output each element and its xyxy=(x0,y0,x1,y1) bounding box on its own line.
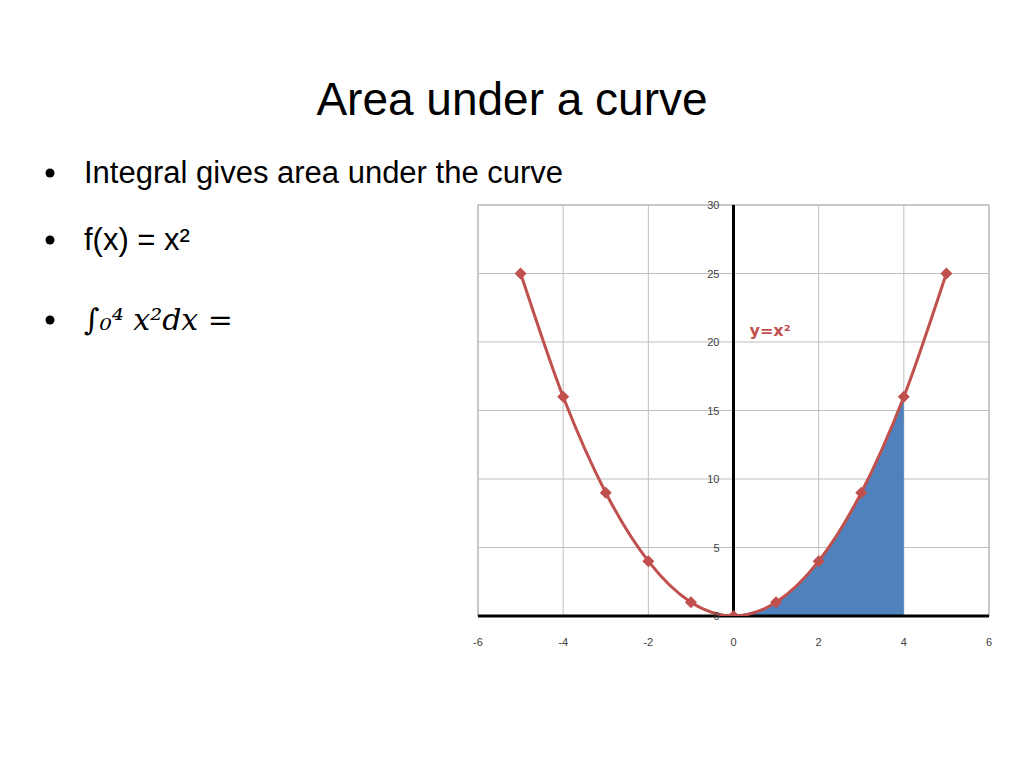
marker xyxy=(770,596,782,608)
plot-lines xyxy=(515,268,953,617)
x-tick-label: 2 xyxy=(816,636,822,648)
marker xyxy=(685,596,697,608)
marker xyxy=(940,268,952,280)
bullet-dot xyxy=(46,316,55,325)
marker xyxy=(600,487,612,499)
line xyxy=(521,274,947,617)
bullet-text: f(x) = x² xyxy=(84,222,190,257)
marker xyxy=(728,610,740,616)
grid-line-x xyxy=(733,205,734,616)
slide: Area under a curve Integral gives area un… xyxy=(0,0,1024,768)
bullet-text: Integral gives area under the curve xyxy=(84,155,563,190)
bullet-text: ∫₀⁴ x²dx = xyxy=(84,302,233,337)
y-tick-label: 5 xyxy=(713,542,719,554)
y-tick-label: 30 xyxy=(707,199,719,211)
marker xyxy=(557,391,569,403)
marker xyxy=(898,391,910,403)
series-label: y=x² xyxy=(750,321,791,340)
y-tick-label: 10 xyxy=(707,473,719,485)
bullet-dot xyxy=(46,169,55,178)
x-tick-label: -6 xyxy=(473,636,483,648)
x-tick-label: -2 xyxy=(643,636,653,648)
y-tick-label: 15 xyxy=(707,405,719,417)
marker xyxy=(855,487,867,499)
bullet-dot xyxy=(46,236,55,245)
marker xyxy=(515,268,527,280)
x-tick-label: -4 xyxy=(558,636,568,648)
x-tick-label: 0 xyxy=(730,636,736,648)
y-axis-line xyxy=(732,205,735,616)
y-tick-label: 20 xyxy=(707,336,719,348)
marker xyxy=(642,555,654,567)
x-tick-label: 4 xyxy=(901,636,907,648)
plot-area xyxy=(734,397,904,616)
y-tick-label: 25 xyxy=(707,268,719,280)
y-tick-label: 0 xyxy=(713,610,719,622)
plot-frame xyxy=(478,205,989,616)
slide-title: Area under a curve xyxy=(316,73,707,125)
area xyxy=(734,397,904,616)
x-tick-label: 6 xyxy=(986,636,992,648)
marker xyxy=(813,555,825,567)
